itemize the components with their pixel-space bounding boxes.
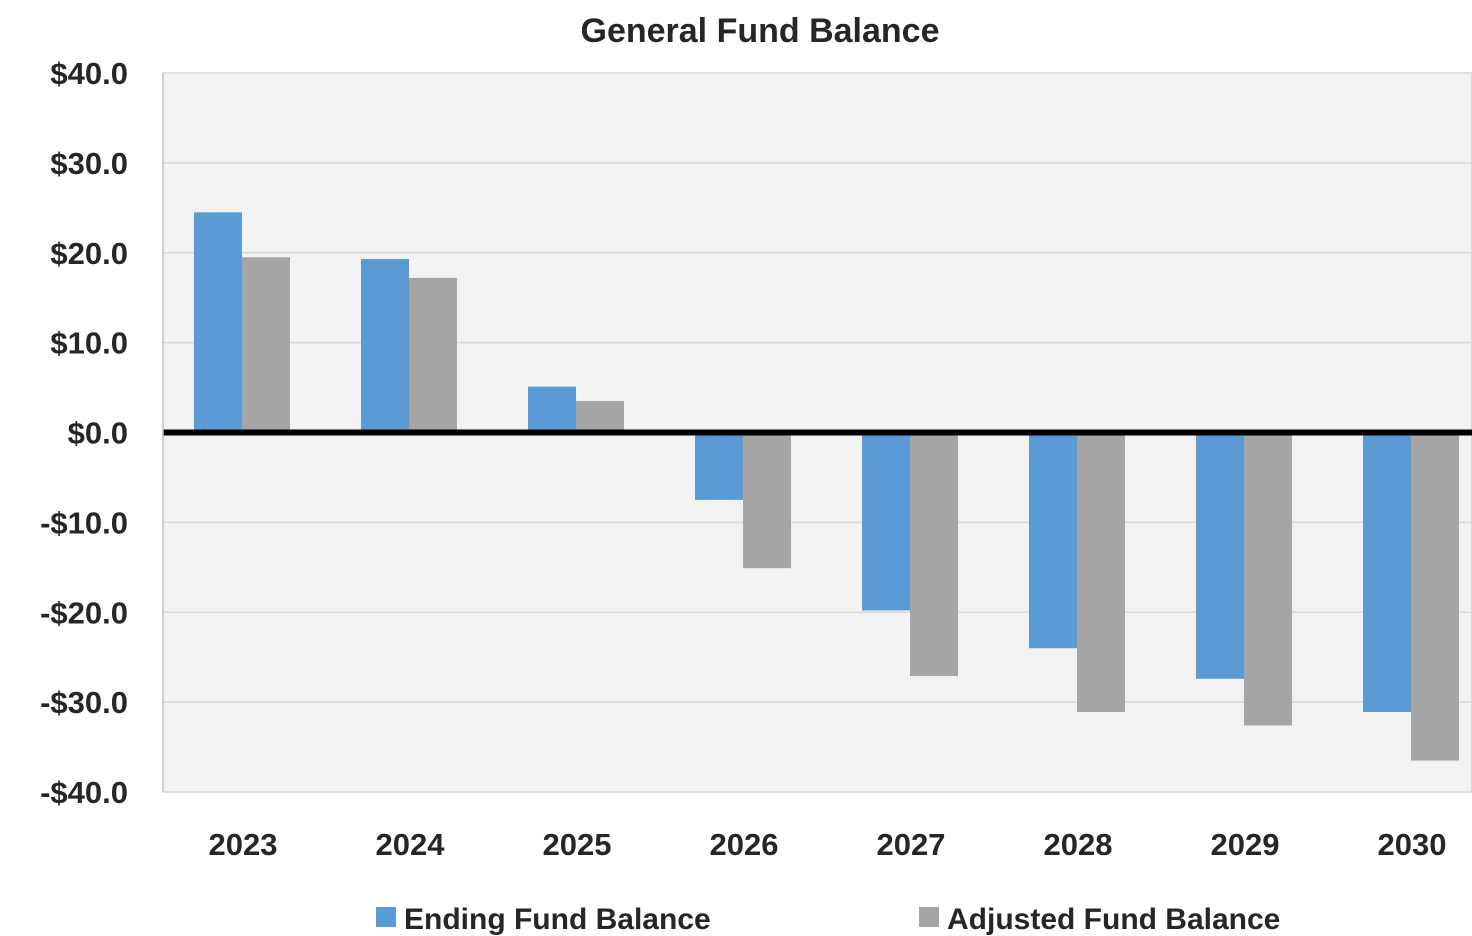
bar-ending-2029: [1196, 432, 1244, 679]
y-tick-label: $30.0: [50, 146, 128, 181]
bar-ending-2027: [862, 432, 910, 611]
y-tick-label: $20.0: [50, 236, 128, 271]
bar-ending-2030: [1363, 432, 1411, 713]
legend: Ending Fund Balance Adjusted Fund Balanc…: [376, 903, 1280, 936]
bar-adjusted-2028: [1077, 432, 1125, 713]
bar-ending-2025: [528, 386, 576, 433]
bar-adjusted-2029: [1244, 432, 1292, 726]
legend-label-ending-fund-balance: Ending Fund Balance: [404, 903, 711, 936]
y-tick-label: -$20.0: [40, 595, 128, 630]
y-tick-label: $0.0: [68, 416, 128, 451]
bar-adjusted-2027: [910, 432, 958, 677]
x-tick-label: 2028: [1044, 827, 1113, 862]
x-tick-label: 2026: [710, 827, 779, 862]
bar-adjusted-2026: [743, 432, 791, 569]
bar-adjusted-2024: [409, 277, 457, 433]
chart-title: General Fund Balance: [581, 12, 940, 50]
bar-ending-2026: [695, 432, 743, 500]
x-tick-label: 2027: [877, 827, 946, 862]
legend-swatch-ending-fund-balance: [376, 907, 396, 927]
y-tick-label: -$30.0: [40, 685, 128, 720]
y-axis-tick-labels: $40.0 $30.0 $20.0 $10.0 $0.0 -$10.0 -$20.0 -$30…: [40, 56, 128, 810]
x-tick-label: 2025: [543, 827, 612, 862]
bar-ending-2024: [361, 259, 409, 433]
y-tick-label: $10.0: [50, 326, 128, 361]
x-tick-label: 2029: [1211, 827, 1280, 862]
bar-ending-2023: [194, 212, 242, 433]
y-tick-label: $40.0: [50, 56, 128, 91]
x-tick-label: 2030: [1378, 827, 1447, 862]
bars: [194, 212, 1459, 761]
x-axis-tick-labels: 2023 2024 2025 2026 2027 2028 2029 2030: [209, 827, 1447, 862]
y-tick-label: -$40.0: [40, 775, 128, 810]
legend-swatch-adjusted-fund-balance: [919, 907, 939, 927]
x-tick-label: 2024: [376, 827, 446, 862]
bar-adjusted-2023: [242, 257, 290, 433]
bar-adjusted-2025: [576, 401, 624, 433]
y-tick-label: -$10.0: [40, 505, 128, 540]
x-tick-label: 2023: [209, 827, 278, 862]
legend-label-adjusted-fund-balance: Adjusted Fund Balance: [947, 903, 1280, 936]
bar-ending-2028: [1029, 432, 1077, 649]
bar-adjusted-2030: [1411, 432, 1459, 761]
